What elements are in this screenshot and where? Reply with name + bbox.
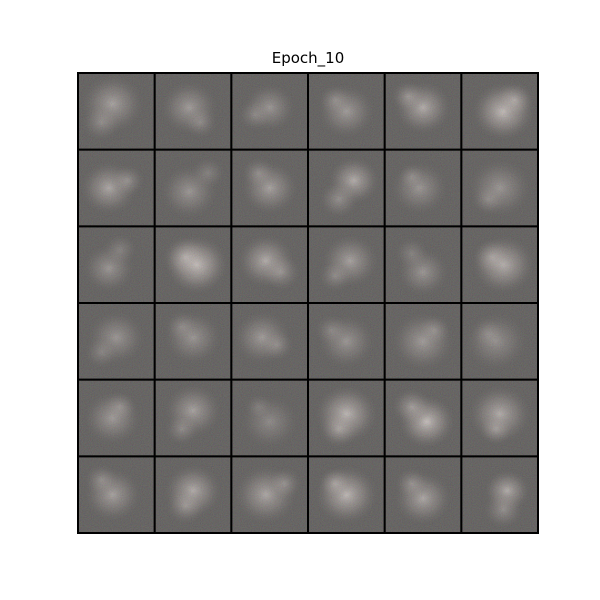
sample-tile xyxy=(155,74,231,149)
sample-tile xyxy=(232,304,307,379)
sample-tile xyxy=(309,227,384,302)
sample-tile xyxy=(309,150,384,226)
sample-tile xyxy=(309,380,384,456)
sample-tile xyxy=(385,150,461,226)
sample-tile xyxy=(462,304,537,379)
sample-tile xyxy=(309,304,384,379)
figure-title: Epoch_10 xyxy=(271,49,345,67)
sample-tile xyxy=(155,304,231,379)
image-grid xyxy=(77,72,539,534)
sample-tile xyxy=(385,304,461,379)
sample-tile xyxy=(155,150,231,226)
sample-tile xyxy=(79,380,154,456)
sample-tile xyxy=(309,457,384,532)
sample-tile xyxy=(79,74,154,149)
sample-tile xyxy=(385,457,461,532)
sample-tile xyxy=(385,74,461,149)
sample-tile xyxy=(462,74,537,149)
sample-tile xyxy=(79,304,154,379)
sample-tile xyxy=(309,74,384,149)
sample-tile xyxy=(462,380,537,456)
sample-tile xyxy=(155,227,231,302)
sample-tile xyxy=(232,74,307,149)
sample-tile xyxy=(462,457,537,532)
sample-tile xyxy=(385,227,461,302)
sample-tile xyxy=(79,457,154,532)
sample-tile xyxy=(79,150,154,226)
sample-tile xyxy=(232,457,307,532)
sample-tile xyxy=(462,227,537,302)
sample-tile xyxy=(79,227,154,302)
sample-tile xyxy=(232,380,307,456)
sample-tile xyxy=(385,380,461,456)
sample-tile xyxy=(462,150,537,226)
sample-tile xyxy=(155,380,231,456)
image-grid-svg xyxy=(79,74,537,532)
sample-tile xyxy=(232,150,307,226)
sample-tile xyxy=(232,227,307,302)
sample-tile xyxy=(155,457,231,532)
